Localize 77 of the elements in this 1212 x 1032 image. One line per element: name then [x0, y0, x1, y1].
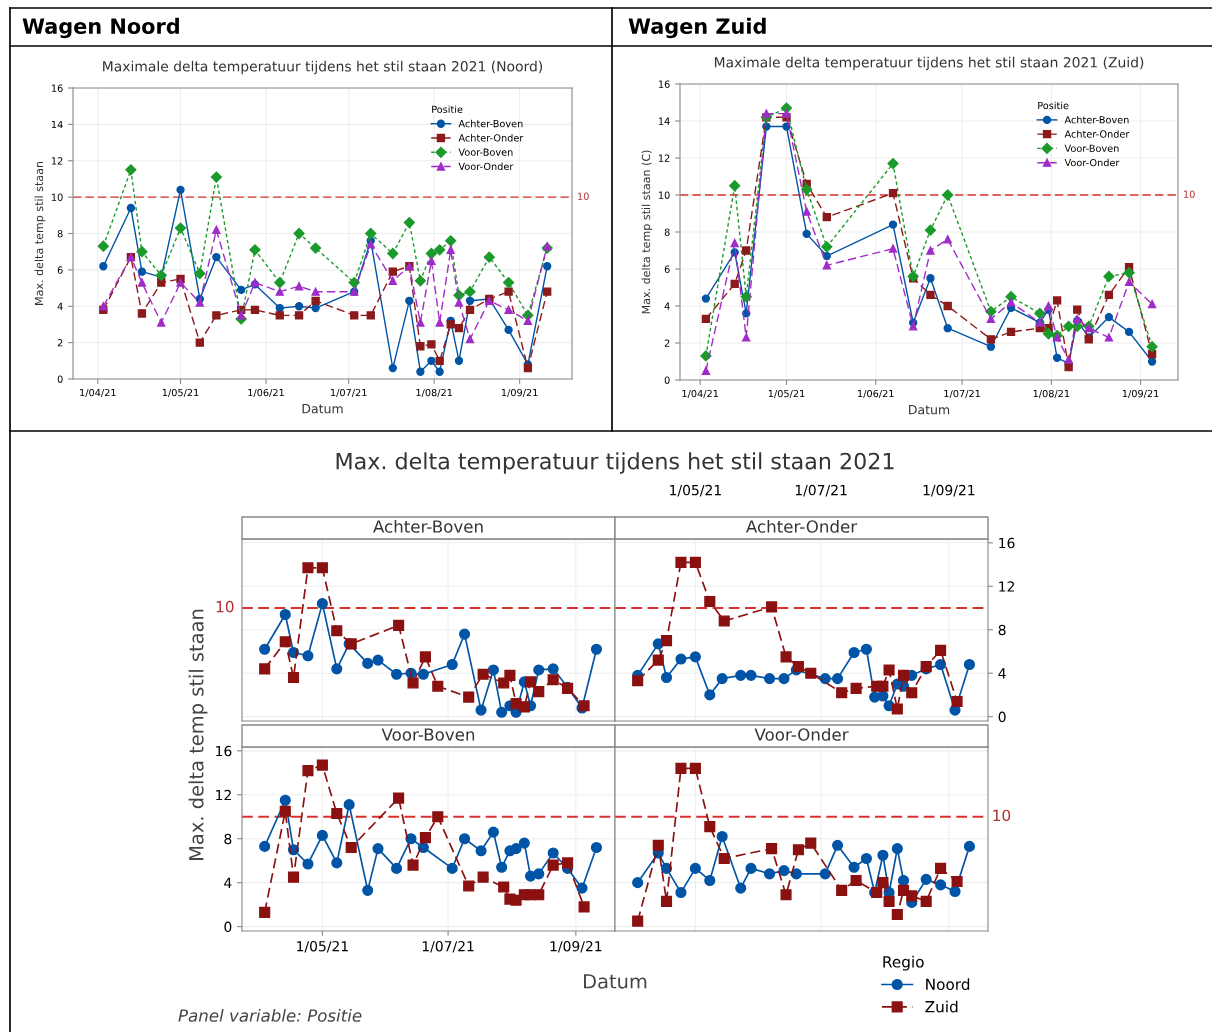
y-tick-label: 12 — [658, 154, 670, 162]
x-tick-label: 1/05/21 — [768, 389, 805, 399]
y-tick-label: 14 — [51, 120, 63, 129]
legend-label: Achter-Boven — [1064, 115, 1129, 124]
y-tick-label: 14 — [658, 117, 670, 125]
y-tick-label: 12 — [216, 789, 231, 801]
x-axis-title: Datum — [584, 974, 647, 989]
x-tick-label: 1/09/21 — [501, 388, 538, 398]
legend-label: Voor-Onder — [1064, 158, 1120, 167]
y-axis-title: Max. delta temp stil staan — [34, 161, 46, 305]
y-tick-label: 4 — [224, 877, 232, 888]
y-axis-title: Max. delta temp stil staan (C) — [641, 150, 653, 314]
y-tick-label: 12 — [999, 581, 1014, 592]
x-tick-label: 1/09/21 — [550, 940, 602, 953]
y-tick-label: 16 — [999, 537, 1015, 549]
x-tick-label: 1/04/21 — [682, 389, 718, 399]
legend-label: Voor-Boven — [458, 148, 513, 156]
text: Panel variable: Positie — [178, 1008, 362, 1022]
chart-title: Voor-Boven — [381, 728, 475, 741]
legend-title: Regio — [883, 955, 924, 971]
x-tick-label: 1/08/21 — [416, 388, 452, 398]
legend-title: Positie — [1038, 101, 1069, 110]
chart-title: Maximale delta temperatuur tijdens het stil staan 2021 (Noord) — [103, 60, 543, 75]
y-tick-label: 16 — [216, 745, 232, 757]
x-tick-label: 1/09/21 — [1122, 389, 1159, 399]
legend-label: Zuid — [925, 1000, 958, 1013]
x-tick-label: 1/05/21 — [670, 484, 721, 497]
x-tick-label: 1/09/21 — [923, 484, 975, 497]
y-tick-label: 8 — [57, 229, 63, 238]
legend-label: Noord — [926, 978, 970, 991]
y-tick-label: 0 — [57, 375, 63, 383]
y-tick-label: 8 — [998, 624, 1006, 636]
ref-line-label: 10 — [1184, 190, 1195, 198]
y-tick-label: 16 — [51, 84, 63, 92]
x-tick-label: 1/06/21 — [248, 388, 284, 398]
x-tick-label: 1/06/21 — [858, 389, 894, 399]
y-tick-label: 12 — [51, 157, 63, 165]
legend-label: Achter-Boven — [458, 119, 523, 128]
y-tick-label: 6 — [57, 266, 63, 274]
x-tick-label: 1/07/21 — [331, 388, 367, 398]
chart-title: Maximale delta temperatuur tijdens het stil staan 2021 (Zuid) — [714, 56, 1144, 71]
x-axis-title: Datum — [302, 404, 343, 414]
y-tick-label: 0 — [224, 921, 232, 933]
y-tick-label: 8 — [664, 228, 670, 236]
text: Max. delta temperatuur tijdens het stil staan 2021 — [336, 452, 894, 474]
y-tick-label: 0 — [664, 376, 670, 384]
y-tick-label: 0 — [998, 711, 1006, 723]
ref-line-label: 10 — [578, 192, 589, 200]
x-tick-label: 1/07/21 — [422, 940, 474, 953]
text: Wagen Zuid — [628, 17, 766, 39]
y-tick-label: 4 — [57, 302, 63, 310]
y-tick-label: 8 — [224, 833, 232, 845]
legend-title: Positie — [432, 105, 463, 114]
x-tick-label: 1/05/21 — [162, 388, 199, 398]
legend-label: Voor-Boven — [1064, 144, 1119, 152]
y-tick-label: 2 — [664, 339, 670, 347]
legend-label: Voor-Onder — [458, 162, 514, 171]
x-tick-label: 1/07/21 — [795, 484, 847, 497]
y-tick-label: 16 — [658, 80, 670, 88]
x-tick-label: 1/05/21 — [297, 940, 348, 953]
chart-title: Voor-Onder — [754, 727, 849, 741]
y-tick-label: 2 — [57, 339, 63, 347]
x-axis-title: Datum — [909, 405, 950, 415]
y-tick-label: 4 — [664, 302, 670, 310]
x-tick-label: 1/08/21 — [1033, 389, 1070, 399]
chart-title: Achter-Boven — [373, 519, 483, 533]
y-axis-title: Max. delta temp stil staan — [188, 609, 208, 860]
chart-title: Achter-Onder — [746, 519, 858, 533]
x-tick-label: 1/04/21 — [80, 388, 116, 398]
y-tick-label: 10 — [658, 191, 670, 199]
y-tick-label: 4 — [998, 668, 1006, 679]
y-tick-label: 10 — [51, 193, 63, 201]
y-tick-label: 6 — [664, 265, 670, 273]
legend-label: Achter-Onder — [458, 134, 524, 142]
x-tick-label: 1/07/21 — [944, 389, 980, 399]
text: Wagen Noord — [22, 17, 179, 39]
legend-label: Achter-Onder — [1064, 130, 1130, 138]
